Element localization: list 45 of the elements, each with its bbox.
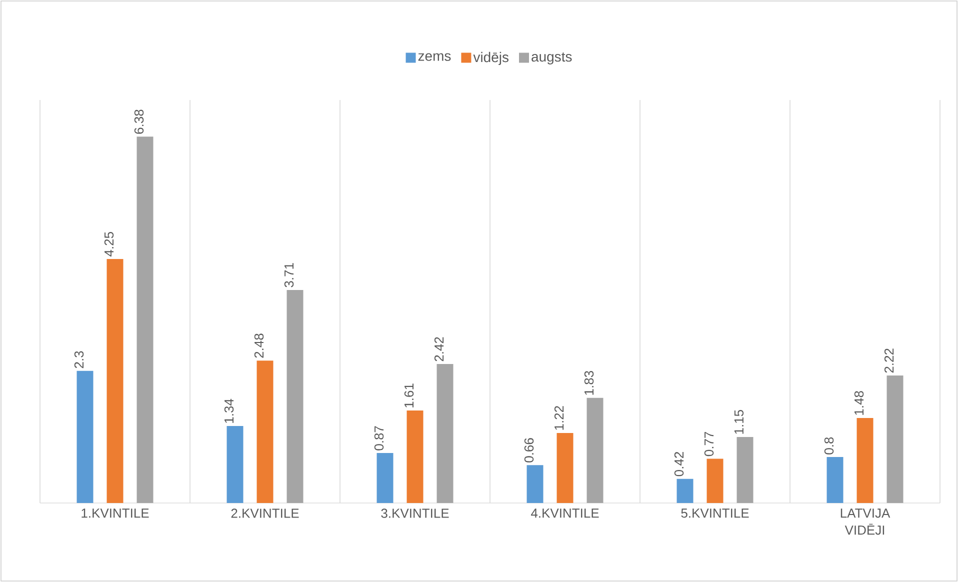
bar	[406, 410, 424, 503]
data-label: 1.34	[224, 398, 234, 423]
bar	[376, 453, 394, 503]
legend-label: zems	[418, 53, 451, 61]
bar	[226, 426, 244, 503]
bar	[556, 432, 574, 503]
x-tick-label: 5.KVINTILE	[681, 508, 749, 518]
data-label: 3.71	[284, 263, 294, 288]
legend-label: augsts	[532, 52, 572, 64]
x-tick-label: 1.KVINTILE	[82, 508, 149, 518]
bar	[886, 376, 904, 503]
data-label: 4.25	[104, 232, 114, 256]
bar	[136, 136, 154, 503]
bar	[76, 370, 94, 503]
legend-label: vidējs	[473, 52, 508, 65]
bar	[706, 458, 724, 503]
bar	[856, 418, 874, 503]
x-tick-label: 2.KVINTILE	[231, 508, 299, 518]
data-label: 6.38	[134, 110, 144, 134]
data-label: 0.66	[524, 438, 534, 462]
bar	[826, 457, 844, 503]
data-label: 0.42	[674, 452, 684, 476]
bar	[106, 258, 124, 503]
bar	[526, 465, 544, 503]
x-tick-label: 4.KVINTILE	[530, 508, 599, 518]
data-label: 2.42	[434, 337, 444, 362]
data-label: 2.3	[74, 351, 84, 368]
bar	[436, 364, 454, 503]
data-label: 1.48	[854, 391, 864, 415]
data-label: 0.8	[824, 437, 834, 454]
data-label: 0.87	[374, 426, 384, 450]
bar	[256, 360, 274, 503]
x-tick-label: 3.KVINTILE	[381, 508, 449, 518]
data-label: 1.61	[404, 384, 414, 408]
bar	[736, 436, 754, 503]
data-label: 2.48	[254, 334, 264, 358]
bar	[676, 478, 694, 503]
bar	[586, 398, 604, 503]
x-tick-label: LATVIJA VIDĒJI	[840, 508, 890, 535]
data-label: 2.22	[884, 348, 894, 373]
data-label: 1.83	[584, 370, 594, 395]
data-label: 1.22	[554, 406, 564, 430]
data-label: 0.77	[704, 432, 714, 456]
bar	[286, 290, 304, 503]
data-label: 1.15	[734, 410, 744, 434]
